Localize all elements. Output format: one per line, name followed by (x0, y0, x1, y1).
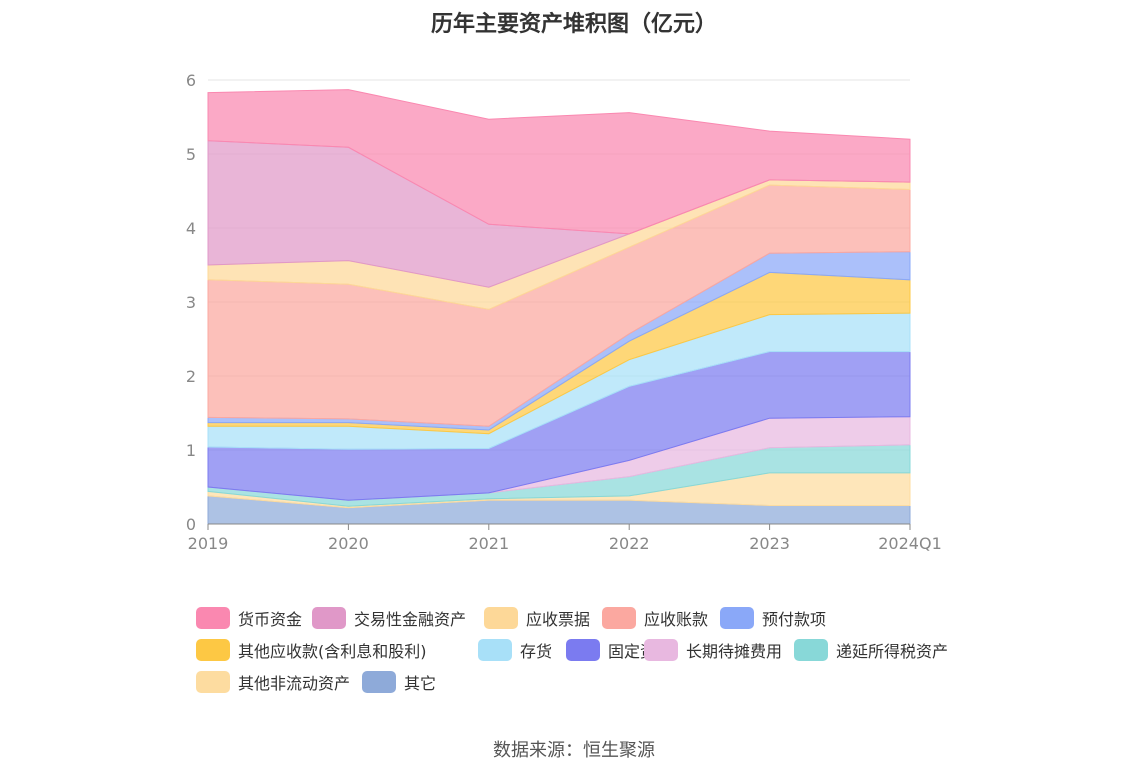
legend-label: 递延所得税资产 (836, 642, 949, 661)
x-tick-label: 2019 (188, 534, 229, 553)
chart-title: 历年主要资产堆积图（亿元） (430, 12, 717, 37)
legend-item[interactable]: 应收票据 (484, 606, 590, 630)
legend-swatch (644, 639, 678, 661)
legend-item[interactable]: 预付款项 (720, 606, 826, 630)
x-tick-label: 2020 (328, 534, 369, 553)
legend-swatch (720, 607, 754, 629)
legend-item[interactable]: 长期待摊费用 (644, 638, 782, 662)
legend-item[interactable]: 其他非流动资产 (196, 670, 350, 694)
y-tick-label: 4 (186, 219, 196, 238)
y-tick-label: 6 (186, 71, 196, 90)
legend-label: 存货 (520, 642, 553, 661)
y-tick-label: 1 (186, 441, 196, 460)
y-tick-label: 0 (186, 515, 196, 534)
legend-label: 应收账款 (644, 610, 709, 629)
y-tick-label: 3 (186, 293, 196, 312)
legend-item[interactable]: 交易性金融资产 (312, 606, 466, 630)
legend-swatch (794, 639, 828, 661)
legend-swatch (362, 671, 396, 693)
legend-label: 长期待摊费用 (686, 642, 783, 661)
legend-swatch (602, 607, 636, 629)
data-source: 数据来源：恒生聚源 (493, 740, 655, 761)
axes: 0 1 2 3 4 5 6 2019 2020 2021 2022 2023 2024Q1 (186, 71, 942, 553)
legend-swatch (196, 671, 230, 693)
legend-swatch (196, 639, 230, 661)
legend-label: 应收票据 (526, 610, 591, 629)
y-tick-label: 5 (186, 145, 196, 164)
x-tick-label: 2023 (749, 534, 790, 553)
legend-swatch (484, 607, 518, 629)
x-tick-label: 2022 (609, 534, 650, 553)
legend-swatch (312, 607, 346, 629)
legend-label: 交易性金融资产 (354, 610, 467, 629)
legend-item[interactable]: 应收账款 (602, 606, 708, 630)
legend-swatch (478, 639, 512, 661)
x-tick-label: 2024Q1 (878, 534, 942, 553)
x-tick-label: 2021 (468, 534, 509, 553)
area-series-货币资金 (207, 89, 911, 235)
legend-swatch (196, 607, 230, 629)
legend-item[interactable]: 其他应收款(含利息和股利) (196, 638, 427, 662)
area-series (207, 89, 911, 525)
legend-label: 货币资金 (238, 610, 303, 629)
y-tick-label: 2 (186, 367, 196, 386)
legend-label: 其它 (404, 674, 437, 693)
legend-item[interactable]: 递延所得税资产 (794, 638, 948, 662)
legend-label: 其他非流动资产 (238, 674, 351, 693)
legend-item[interactable]: 货币资金 (196, 606, 302, 630)
legend-item[interactable]: 存货 (478, 638, 552, 662)
legend-item[interactable]: 其它 (362, 670, 436, 694)
legend-label: 预付款项 (762, 610, 827, 629)
legend-swatch (566, 639, 600, 661)
stacked-area-chart: 0 1 2 3 4 5 6 2019 2020 2021 2022 2023 2024Q1 (186, 71, 942, 553)
legend-label: 其他应收款(含利息和股利) (238, 642, 427, 661)
